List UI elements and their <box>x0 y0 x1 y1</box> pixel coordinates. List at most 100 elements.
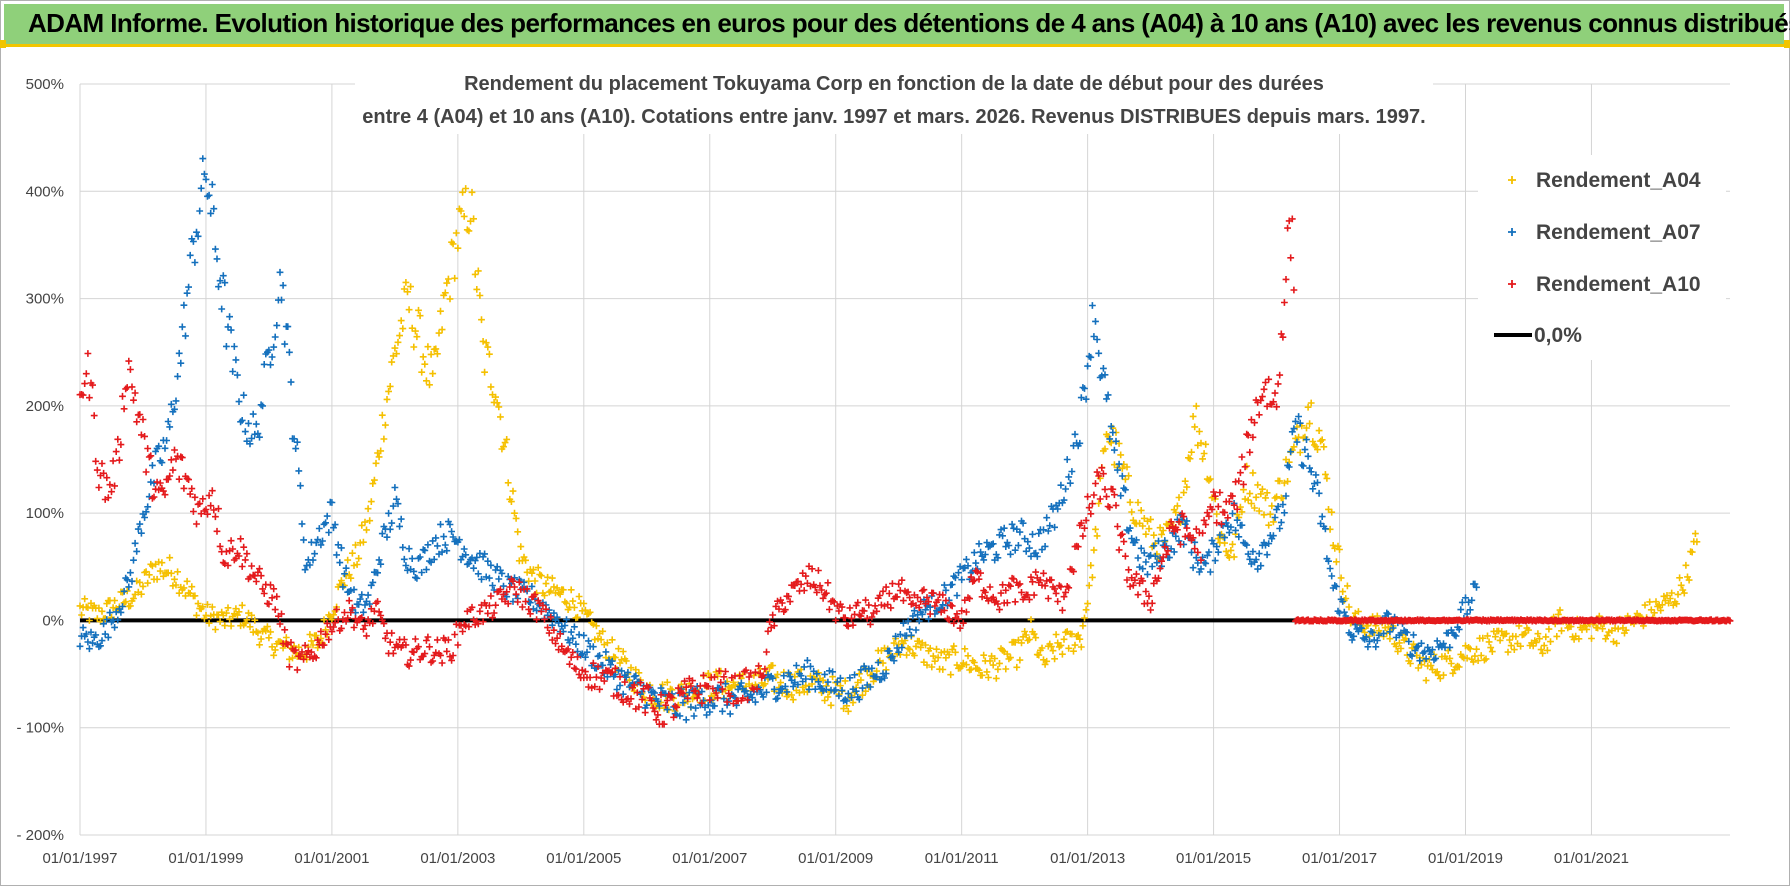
point-rendement_a10 <box>112 448 120 455</box>
point-rendement_a10 <box>585 683 592 691</box>
point-rendement_a04 <box>451 274 459 282</box>
point-rendement_a04 <box>1082 606 1090 614</box>
point-rendement_a04 <box>1284 478 1291 485</box>
point-rendement_a10 <box>1043 577 1051 585</box>
point-rendement_a04 <box>1260 511 1268 519</box>
point-rendement_a10 <box>434 636 441 644</box>
point-rendement_a10 <box>328 628 336 635</box>
point-rendement_a10 <box>695 691 703 698</box>
point-rendement_a10 <box>1251 419 1258 427</box>
point-rendement_a07 <box>377 560 385 568</box>
point-rendement_a07 <box>1114 466 1121 474</box>
point-rendement_a07 <box>1249 548 1257 555</box>
point-rendement_a04 <box>504 479 512 487</box>
point-rendement_a07 <box>922 606 929 614</box>
point-rendement_a10 <box>156 479 164 487</box>
point-rendement_a07 <box>495 575 503 583</box>
point-rendement_a07 <box>651 689 659 697</box>
point-rendement_a04 <box>432 345 440 353</box>
point-rendement_a10 <box>1281 299 1288 306</box>
point-rendement_a10 <box>597 674 605 682</box>
point-rendement_a07 <box>909 612 917 620</box>
point-rendement_a04 <box>1473 645 1480 653</box>
point-rendement_a07 <box>482 573 490 581</box>
point-rendement_a04 <box>945 651 953 659</box>
point-rendement_a04 <box>1007 654 1014 661</box>
point-rendement_a10 <box>849 621 857 629</box>
point-rendement_a07 <box>1229 510 1236 517</box>
point-rendement_a07 <box>793 662 800 669</box>
point-rendement_a07 <box>97 642 104 650</box>
point-rendement_a07 <box>292 445 300 452</box>
point-rendement_a04 <box>1244 496 1252 504</box>
point-rendement_a07 <box>624 669 632 676</box>
point-rendement_a04 <box>1506 636 1513 644</box>
point-rendement_a04 <box>1474 657 1482 664</box>
point-rendement_a07 <box>224 323 232 331</box>
point-rendement_a07 <box>859 684 866 692</box>
point-rendement_a07 <box>402 562 410 569</box>
point-rendement_a04 <box>534 564 542 571</box>
point-rendement_a07 <box>374 569 381 577</box>
point-rendement_a04 <box>1320 443 1328 451</box>
point-rendement_a07 <box>219 272 227 280</box>
point-rendement_a04 <box>366 517 374 525</box>
point-rendement_a04 <box>1682 561 1690 569</box>
point-rendement_a04 <box>438 326 446 333</box>
point-rendement_a04 <box>1433 668 1441 676</box>
point-rendement_a07 <box>1271 514 1279 521</box>
point-rendement_a10 <box>542 605 550 613</box>
point-rendement_a04 <box>541 592 548 599</box>
point-rendement_a07 <box>572 640 580 648</box>
legend-marker-rendement_a07 <box>1508 228 1516 236</box>
point-rendement_a10 <box>709 685 717 692</box>
point-rendement_a10 <box>89 381 96 389</box>
point-rendement_a07 <box>138 529 145 537</box>
point-rendement_a04 <box>1183 483 1191 491</box>
point-rendement_a04 <box>1003 650 1011 658</box>
point-rendement_a07 <box>460 545 468 553</box>
point-rendement_a10 <box>171 446 178 454</box>
point-rendement_a10 <box>948 602 956 610</box>
point-rendement_a07 <box>120 587 128 595</box>
point-rendement_a10 <box>895 580 903 588</box>
point-rendement_a10 <box>674 684 682 692</box>
point-rendement_a07 <box>756 686 764 694</box>
point-rendement_a10 <box>744 696 751 704</box>
point-rendement_a07 <box>300 536 307 544</box>
point-rendement_a07 <box>1151 552 1159 560</box>
point-rendement_a10 <box>1161 543 1169 551</box>
point-rendement_a04 <box>1429 666 1436 673</box>
point-rendement_a07 <box>1022 547 1030 555</box>
point-rendement_a07 <box>1227 523 1235 531</box>
point-rendement_a10 <box>682 683 690 691</box>
y-tick-label: 400% <box>26 183 64 200</box>
point-rendement_a07 <box>1364 643 1372 651</box>
point-rendement_a04 <box>989 661 997 669</box>
point-rendement_a10 <box>1229 492 1236 500</box>
point-rendement_a10 <box>553 634 561 642</box>
point-rendement_a10 <box>215 505 222 513</box>
point-rendement_a07 <box>1082 395 1090 403</box>
point-rendement_a04 <box>410 343 418 351</box>
point-rendement_a07 <box>1384 610 1392 618</box>
point-rendement_a07 <box>273 322 281 329</box>
point-rendement_a07 <box>676 712 684 720</box>
point-rendement_a10 <box>1095 472 1103 480</box>
point-rendement_a04 <box>1542 633 1550 641</box>
point-rendement_a10 <box>207 502 215 510</box>
point-rendement_a07 <box>1322 525 1329 533</box>
point-rendement_a10 <box>882 583 890 591</box>
point-rendement_a10 <box>1041 582 1049 590</box>
point-rendement_a10 <box>471 621 479 629</box>
point-rendement_a10 <box>1288 215 1296 223</box>
point-rendement_a04 <box>1150 531 1158 539</box>
point-rendement_a07 <box>1235 533 1243 541</box>
point-rendement_a04 <box>267 628 274 636</box>
point-rendement_a10 <box>1062 589 1069 596</box>
point-rendement_a04 <box>1273 493 1280 501</box>
point-rendement_a04 <box>481 368 488 376</box>
point-rendement_a07 <box>874 659 882 666</box>
point-rendement_a10 <box>1120 538 1128 545</box>
point-rendement_a07 <box>963 556 970 563</box>
